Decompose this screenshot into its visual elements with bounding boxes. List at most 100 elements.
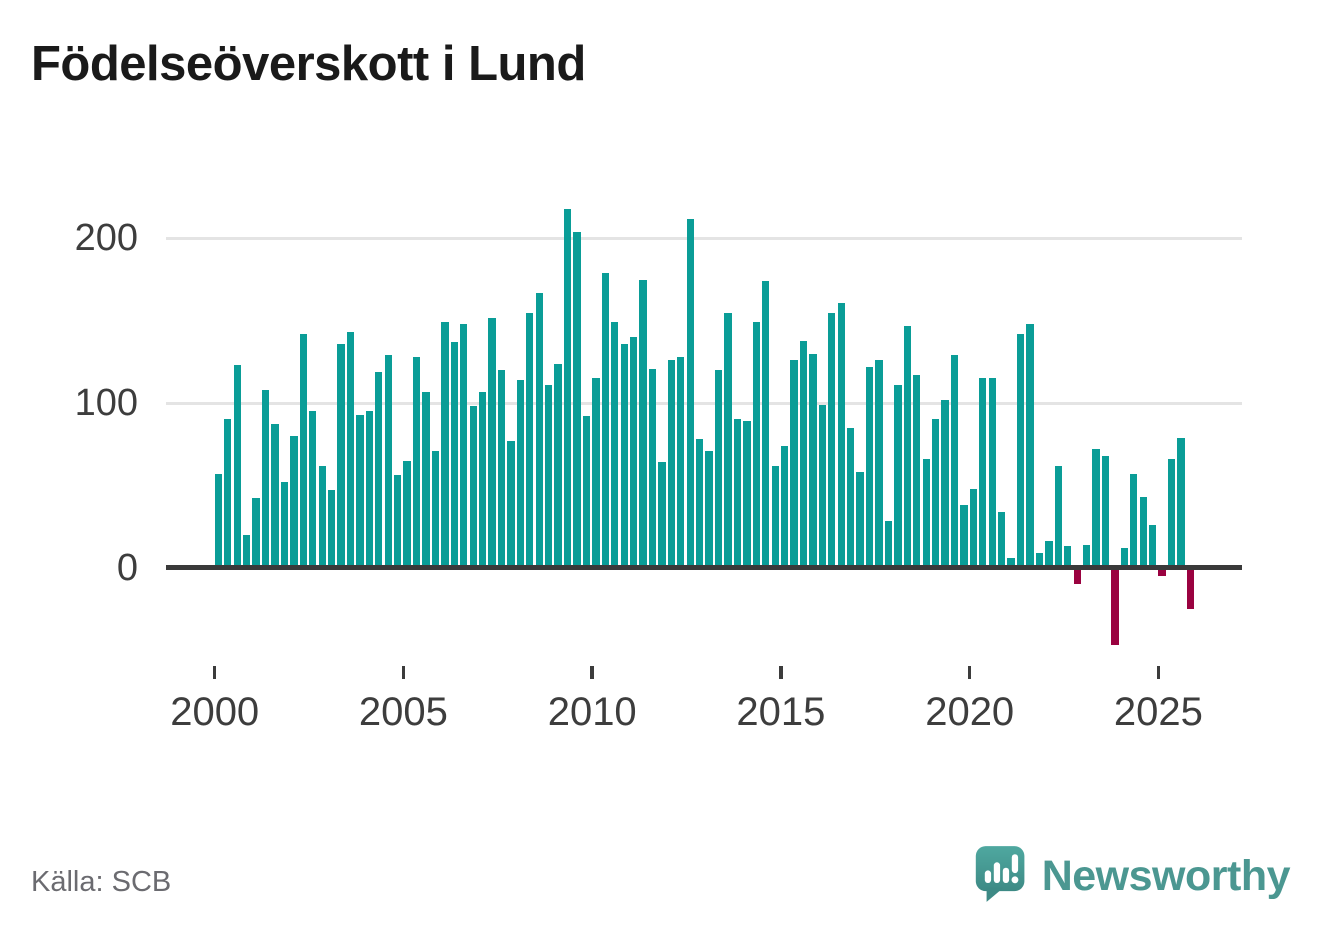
bar [799, 340, 808, 568]
bar [1092, 449, 1100, 568]
bar [1186, 567, 1195, 609]
bar [771, 465, 779, 568]
bar [478, 391, 487, 568]
x-axis-label-2020: 2020 [925, 690, 1015, 734]
bar [1064, 546, 1072, 568]
bar [450, 342, 458, 568]
bar [346, 332, 355, 568]
x-axis-tick [590, 666, 594, 679]
gridline-200 [166, 237, 1242, 240]
bar [516, 380, 525, 568]
bar [1035, 552, 1044, 568]
bar [780, 445, 789, 568]
bar [365, 411, 374, 568]
bar [969, 488, 978, 568]
bar [696, 439, 704, 568]
bar [818, 404, 827, 568]
brand-wordmark: Newsworthy [1041, 852, 1291, 900]
bar [299, 333, 307, 568]
bar [620, 343, 628, 568]
bar [1139, 496, 1147, 568]
bar [497, 370, 506, 568]
bar [422, 391, 430, 568]
source-note: Källa: SCB [31, 866, 172, 898]
bar [733, 419, 742, 568]
bar [790, 360, 798, 568]
bar [941, 399, 949, 568]
bar [1120, 547, 1129, 568]
bar [412, 356, 421, 568]
bar [233, 365, 241, 568]
bar [998, 511, 1006, 568]
bar [884, 521, 893, 568]
bar [828, 312, 836, 568]
bar [1101, 455, 1110, 568]
bar [271, 424, 279, 568]
bar [856, 472, 864, 568]
x-axis-label-2000: 2000 [170, 690, 260, 734]
bar [318, 465, 326, 568]
bar [847, 427, 855, 568]
bar [460, 324, 468, 568]
bar [290, 435, 298, 568]
bar [639, 279, 647, 568]
bar [601, 273, 609, 568]
bar [658, 462, 666, 568]
x-axis-label-2015: 2015 [736, 690, 826, 734]
newsworthy-logo-icon [974, 844, 1028, 909]
bar [875, 360, 883, 568]
bar [960, 505, 968, 568]
y-axis-label-0: 0 [116, 547, 138, 589]
x-axis-label-2005: 2005 [358, 690, 448, 734]
x-axis-zero-line [166, 565, 1242, 570]
page-title: Födelseöverskott i Lund [31, 37, 586, 91]
bar [1111, 567, 1119, 645]
bar [309, 411, 317, 568]
bar [280, 482, 289, 568]
bar [394, 475, 402, 568]
bar [809, 353, 817, 568]
bar [1026, 324, 1034, 568]
bar [988, 378, 996, 568]
bar [1082, 544, 1091, 568]
bar [894, 384, 902, 568]
bar [469, 406, 477, 568]
bar [224, 419, 232, 568]
bar [677, 356, 685, 568]
bar [488, 317, 496, 568]
bar [903, 325, 911, 568]
gridline-100 [166, 402, 1242, 405]
bar [865, 366, 874, 568]
bar [431, 450, 440, 568]
bar [214, 473, 223, 568]
bar [554, 363, 562, 568]
bar [950, 355, 959, 568]
bar [629, 337, 638, 568]
bar [1167, 458, 1176, 568]
bar [714, 370, 723, 568]
bar [611, 322, 619, 568]
bar [931, 419, 940, 568]
x-axis-tick [401, 666, 406, 679]
bar [667, 360, 676, 568]
x-axis-tick [212, 666, 217, 679]
bar [1158, 567, 1166, 576]
bar [752, 322, 760, 568]
x-axis-label-2010: 2010 [547, 690, 637, 734]
bar [1045, 541, 1053, 568]
brand-footer: Newsworthy [974, 844, 1291, 909]
x-axis-label-2025: 2025 [1113, 690, 1203, 734]
bar [252, 498, 260, 568]
bar [243, 534, 251, 568]
bar [762, 281, 770, 568]
bar [686, 218, 694, 568]
bar [573, 231, 581, 568]
y-axis-label-200: 200 [74, 217, 138, 259]
bar [837, 302, 845, 568]
x-axis-tick [779, 666, 783, 679]
bar [913, 375, 921, 568]
bar [535, 292, 543, 568]
x-axis-tick [1156, 666, 1161, 679]
bar [922, 458, 930, 568]
